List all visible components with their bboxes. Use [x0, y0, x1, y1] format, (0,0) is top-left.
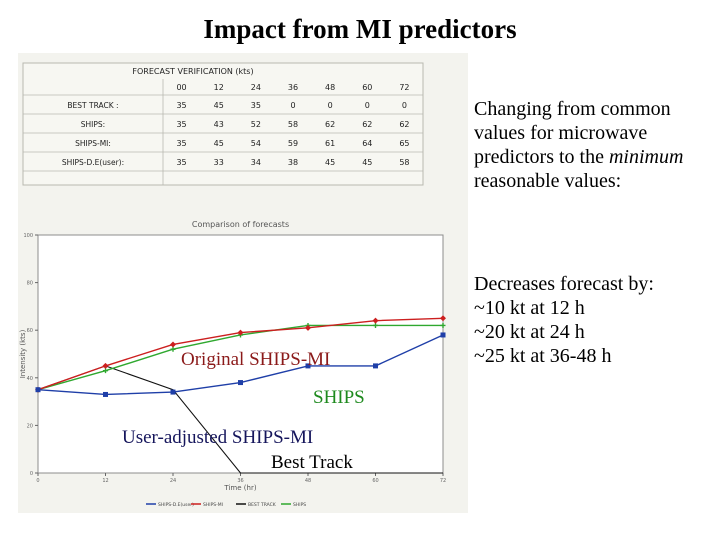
table-column-header: 12	[214, 83, 224, 92]
table-cell: 65	[399, 139, 409, 148]
y-tick-label: 40	[27, 376, 33, 382]
forecast-chart: Comparison of forecasts Time (hr) Intensit…	[19, 220, 446, 508]
data-point-ships-mi	[372, 317, 379, 324]
data-point-ships-d-e-user	[440, 332, 446, 338]
y-tick-label: 0	[30, 471, 33, 477]
y-tick-label: 20	[27, 423, 33, 429]
table-column-header: 00	[176, 83, 186, 92]
data-point-ships	[373, 322, 378, 328]
original-ships-mi-label: Original SHIPS-MI	[181, 349, 331, 370]
y-axis-label: Intensity (kts)	[19, 329, 27, 378]
decrease-item-36-48h: ~25 kt at 36-48 h	[474, 345, 612, 367]
chart-title: Comparison of forecasts	[192, 220, 289, 229]
table-cell: 33	[214, 158, 224, 167]
table-cell: 64	[362, 139, 372, 148]
table-cell: 59	[288, 139, 298, 148]
table-cell: 35	[176, 101, 186, 110]
x-tick-label: 12	[102, 478, 108, 484]
table-cell: 35	[176, 158, 186, 167]
x-tick-label: 24	[170, 478, 176, 484]
table-cell: 35	[176, 120, 186, 129]
forecast-decrease-list: Decreases forecast by: ~10 kt at 12 h ~2…	[474, 272, 714, 368]
forecast-figure: FORECAST VERIFICATION (kts) 00 12 24 36 48 60 7…	[18, 53, 468, 513]
table-cell: 38	[288, 158, 298, 167]
table-cell: 62	[362, 120, 372, 129]
y-tick-label: 80	[27, 281, 33, 287]
legend-label-best-track: BEST TRACK	[248, 502, 277, 508]
x-tick-label: 72	[440, 478, 446, 484]
data-point-ships-mi	[102, 362, 109, 369]
table-frame	[22, 62, 424, 186]
legend-label-ships-d-e-user: SHIPS-D.E(user)	[158, 502, 194, 508]
x-tick-label: 48	[305, 478, 311, 484]
data-point-ships-d-e-user	[373, 363, 378, 369]
table-cell: 45	[325, 158, 335, 167]
slide-title: Impact from MI predictors	[203, 14, 517, 44]
table-column-header: 36	[288, 83, 298, 92]
data-point-ships	[170, 346, 176, 352]
table-cell: 45	[362, 158, 372, 167]
explanation-text: Changing from common values for microwav…	[474, 97, 714, 193]
table-cell: 34	[251, 158, 261, 167]
table-cell: 54	[251, 139, 261, 148]
table-cell: 61	[325, 139, 335, 148]
table-column-header: 60	[362, 83, 372, 92]
table-row-label: BEST TRACK :	[67, 101, 118, 110]
y-tick-label: 60	[27, 328, 33, 334]
data-point-ships	[440, 322, 446, 328]
table-cell: 0	[402, 101, 407, 110]
table-cell: 0	[328, 101, 333, 110]
x-tick-label: 0	[36, 478, 39, 484]
table-cell: 35	[251, 101, 261, 110]
plot-area	[37, 234, 444, 474]
data-point-ships-d-e-user	[103, 391, 108, 397]
data-point-ships-d-e-user	[305, 363, 311, 369]
forecast-figure-svg: FORECAST VERIFICATION (kts)00 12 24 36 48 60 7…	[18, 53, 468, 513]
y-tick-label: 100	[23, 233, 33, 239]
table-cell: 45	[214, 101, 224, 110]
table-cell: 58	[288, 120, 298, 129]
data-point-ships-mi	[440, 315, 446, 322]
table-column-header: 72	[399, 83, 409, 92]
data-point-ships-mi	[170, 341, 176, 348]
x-tick-label: 60	[372, 478, 378, 484]
data-point-ships-d-e-user	[238, 380, 243, 386]
table-row-label: SHIPS-MI:	[75, 139, 111, 148]
explanation-text-start: Changing from common values for microwav…	[474, 98, 671, 168]
table-column-header: 24	[251, 83, 261, 92]
best-track-label: Best Track	[271, 452, 353, 473]
legend-label-ships-mi: SHIPS-MI	[203, 502, 223, 508]
data-point-ships-mi	[305, 324, 311, 331]
x-axis-label: Time (hr)	[223, 484, 256, 492]
x-tick-label: 36	[237, 478, 243, 484]
user-adjusted-ships-mi-label: User-adjusted SHIPS-MI	[122, 427, 314, 448]
explanation-text-emphasis: minimum	[608, 146, 684, 168]
legend-label-ships: SHIPS	[293, 502, 306, 508]
table-row-label: SHIPS-D.E(user):	[62, 158, 124, 167]
data-point-ships-mi	[237, 329, 244, 336]
explanation-text-end: reasonable values:	[474, 170, 622, 192]
data-point-ships-d-e-user	[170, 389, 176, 395]
decrease-item-12h: ~10 kt at 12 h	[474, 297, 585, 319]
table-column-header: 48	[325, 83, 335, 92]
ships-label: SHIPS	[313, 387, 365, 408]
table-cell: 62	[325, 120, 335, 129]
data-point-ships-d-e-user	[35, 387, 41, 393]
table-cell: 43	[214, 120, 224, 129]
table-cell: 0	[365, 101, 370, 110]
table-cell: 45	[214, 139, 224, 148]
table-row-label: SHIPS:	[81, 120, 105, 129]
decrease-item-24h: ~20 kt at 24 h	[474, 321, 585, 343]
table-cell: 62	[399, 120, 409, 129]
table-cell: 0	[290, 101, 295, 110]
table-cell: 58	[399, 158, 409, 167]
verification-table: FORECAST VERIFICATION (kts)00 12 24 36 48 60 7…	[22, 62, 424, 186]
table-cell: 35	[176, 139, 186, 148]
data-point-ships	[103, 368, 108, 374]
decrease-heading: Decreases forecast by:	[474, 273, 654, 295]
table-cell: 52	[251, 120, 261, 129]
table-title: FORECAST VERIFICATION (kts)	[132, 67, 253, 76]
